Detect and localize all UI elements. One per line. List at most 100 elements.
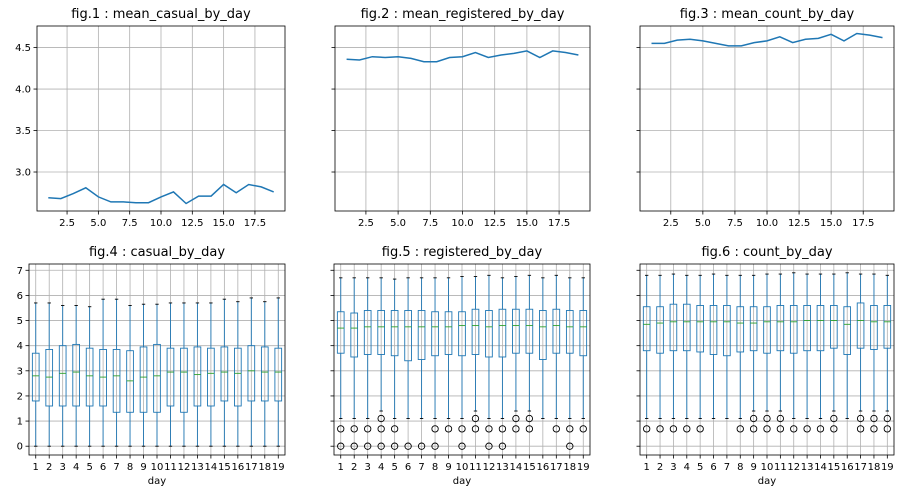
y-tick-label: 0 (17, 442, 23, 453)
x-tick-label: 7 (724, 462, 730, 473)
flier-point (856, 414, 865, 423)
flier-point (431, 442, 439, 450)
box-day-9 (749, 274, 758, 433)
box-body (843, 306, 852, 355)
flier-point (390, 425, 399, 433)
box-body (404, 310, 412, 362)
x-tick-label: 17.5 (852, 218, 874, 229)
x-tick-label: 13 (496, 462, 509, 473)
box-day-9 (444, 277, 453, 433)
x-tick-label: 14 (510, 462, 523, 473)
x-tick-label: 7 (113, 462, 119, 473)
x-tick-label: 9 (140, 462, 146, 473)
x-tick-label: 10 (151, 462, 164, 473)
flier-point (736, 425, 744, 433)
box-body (99, 348, 107, 407)
x-tick-label: 15.0 (212, 218, 234, 229)
flier-point (337, 425, 345, 433)
box-day-16 (843, 272, 852, 420)
flier-point (870, 414, 878, 423)
x-tick-label: 7.5 (122, 218, 138, 229)
x-tick-label: 4 (684, 462, 690, 473)
box-day-13 (193, 302, 202, 447)
box-day-13 (498, 277, 507, 450)
box-body (579, 310, 588, 357)
box-day-17 (856, 273, 865, 433)
box-day-12 (485, 274, 493, 450)
flier-point (498, 442, 507, 450)
flier-point (683, 425, 691, 433)
box-body (776, 305, 785, 352)
flier-point (763, 414, 771, 423)
x-tick-label: 1 (338, 462, 344, 473)
x-tick-label: 17.5 (244, 218, 266, 229)
x-tick-label: 8 (737, 462, 743, 473)
x-tick-label: 18 (563, 462, 576, 473)
x-tick-label: 10 (761, 462, 774, 473)
x-tick-label: 16 (841, 462, 854, 473)
flier-point (830, 414, 838, 423)
flier-point (776, 425, 785, 433)
flier-point (776, 414, 785, 423)
box-body (180, 347, 188, 413)
x-tick-label: 6 (100, 462, 106, 473)
box-body (431, 311, 439, 357)
x-tick-label: 18 (868, 462, 881, 473)
box-body (883, 305, 892, 349)
flier-point (390, 442, 399, 450)
flier-point (525, 414, 534, 423)
box-day-2 (656, 274, 664, 433)
box-body (856, 302, 865, 349)
x-tick-label: 12.5 (484, 218, 506, 229)
x-tick-label: 16 (536, 462, 549, 473)
box-body (336, 311, 345, 354)
flier-point (404, 442, 412, 450)
x-tick-label: 17 (245, 462, 258, 473)
x-tick-label: 2 (46, 462, 52, 473)
box-body (485, 310, 493, 358)
flier-point (444, 425, 453, 433)
x-tick-label: 3 (59, 462, 65, 473)
box-body (763, 306, 771, 354)
box-day-8 (126, 305, 134, 447)
x-tick-label: 3 (670, 462, 676, 473)
x-tick-label: 10.0 (451, 218, 473, 229)
axes-frame (28, 263, 286, 456)
y-tick-label: 4.0 (15, 85, 31, 96)
box-body (669, 303, 678, 352)
x-tick-label: 15 (827, 462, 840, 473)
x-tick-label: 12 (178, 462, 191, 473)
subplot-2: fig.2 : mean_registered_by_day 2.5 5.0 7.5 1… (331, 7, 591, 229)
x-tick-label: 7.5 (422, 218, 438, 229)
tick-labels: 1 2 3 4 5 6 7 8 9 10 11 12 13 14 15 16 17 18 19 (636, 269, 894, 473)
subplot-title: fig.4 : casual_by_day (89, 245, 225, 260)
flier-point (696, 425, 704, 433)
flier-point (458, 425, 466, 433)
y-tick-label: 4.5 (15, 43, 31, 54)
box-day-15 (830, 273, 838, 433)
box-day-3 (669, 273, 678, 433)
box-day-9 (139, 303, 148, 447)
box-body (58, 345, 67, 407)
box-body (539, 310, 547, 360)
box-body (139, 346, 148, 413)
box-day-10 (458, 276, 466, 450)
y-tick-label: 5 (17, 316, 23, 327)
x-tick-label: 2.5 (59, 218, 75, 229)
tick-labels: 2.5 5.0 7.5 10.0 12.5 15.0 17.5 (636, 47, 874, 229)
box-body (234, 347, 242, 407)
grid-lines (640, 26, 894, 211)
box-day-18 (260, 301, 269, 447)
flier-point (377, 442, 385, 450)
x-tick-label: 12 (787, 462, 800, 473)
box-day-17 (552, 274, 561, 433)
box-body (696, 305, 704, 353)
flier-point (749, 414, 758, 423)
box-body (498, 308, 507, 358)
y-tick-label: 4 (17, 341, 23, 352)
box-body (736, 306, 745, 353)
x-tick-label: 14 (814, 462, 827, 473)
